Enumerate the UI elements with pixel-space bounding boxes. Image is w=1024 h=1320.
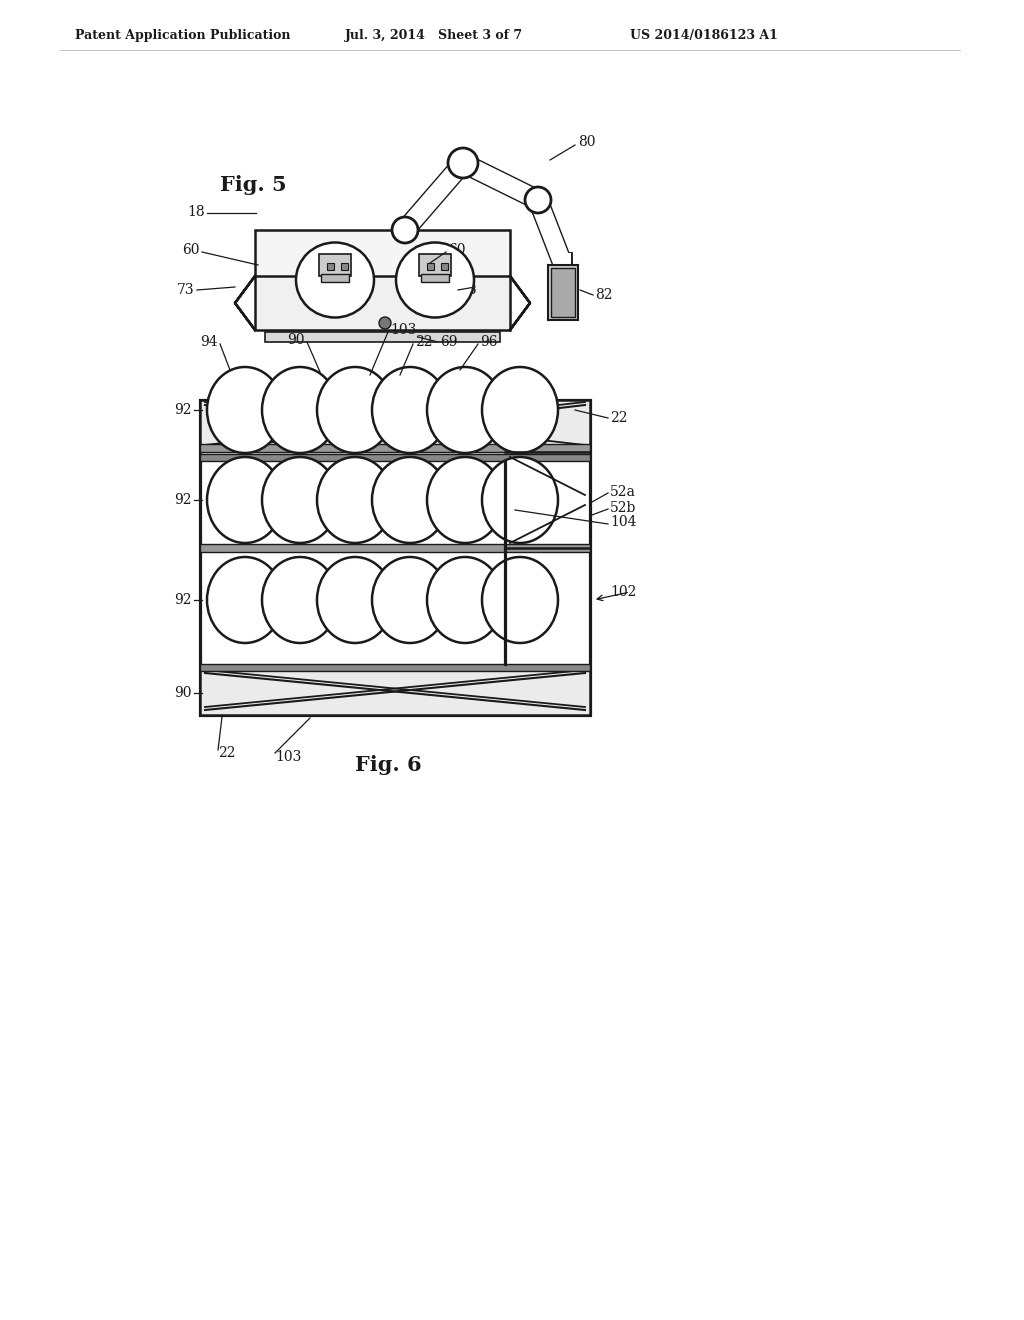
Ellipse shape	[296, 243, 374, 318]
Ellipse shape	[482, 457, 558, 543]
Text: 52b: 52b	[610, 502, 636, 515]
Bar	[319, 253, 351, 276]
Text: 96: 96	[480, 335, 498, 348]
Ellipse shape	[372, 367, 449, 453]
Bar	[200, 400, 590, 715]
Text: 60: 60	[449, 243, 466, 257]
Text: 22: 22	[610, 411, 628, 425]
Text: 103: 103	[275, 750, 301, 764]
Bar	[421, 275, 449, 282]
Ellipse shape	[207, 457, 283, 543]
Text: 73: 73	[177, 282, 195, 297]
Ellipse shape	[262, 557, 338, 643]
Circle shape	[392, 216, 418, 243]
Text: 92: 92	[174, 593, 193, 607]
Text: 18: 18	[187, 205, 205, 219]
Text: 90: 90	[174, 686, 193, 700]
Ellipse shape	[317, 557, 393, 643]
Bar	[548, 265, 578, 319]
Text: 22: 22	[218, 746, 236, 760]
Bar	[200, 444, 590, 451]
Circle shape	[449, 148, 478, 178]
Ellipse shape	[396, 243, 474, 318]
Bar	[441, 263, 449, 271]
Text: 73: 73	[460, 282, 477, 297]
Ellipse shape	[262, 367, 338, 453]
Ellipse shape	[372, 557, 449, 643]
Bar	[200, 664, 590, 671]
Text: 80: 80	[578, 135, 596, 149]
Text: 90: 90	[288, 333, 305, 347]
Ellipse shape	[262, 457, 338, 543]
Bar	[200, 544, 590, 552]
Circle shape	[379, 317, 391, 329]
Bar	[551, 268, 575, 317]
Ellipse shape	[427, 557, 503, 643]
Bar	[321, 275, 349, 282]
Bar	[419, 253, 451, 276]
Ellipse shape	[207, 367, 283, 453]
Ellipse shape	[207, 557, 283, 643]
Text: 60: 60	[182, 243, 200, 257]
Circle shape	[525, 187, 551, 213]
Ellipse shape	[372, 457, 449, 543]
Bar	[327, 263, 334, 271]
Text: Fig. 6: Fig. 6	[355, 755, 422, 775]
Text: 104: 104	[610, 515, 637, 529]
Ellipse shape	[482, 557, 558, 643]
Bar	[255, 230, 510, 279]
Text: 102: 102	[610, 585, 636, 599]
Text: 82: 82	[595, 288, 612, 302]
Text: Patent Application Publication: Patent Application Publication	[75, 29, 291, 41]
Ellipse shape	[317, 457, 393, 543]
Ellipse shape	[427, 367, 503, 453]
Bar	[265, 333, 500, 342]
Text: 94: 94	[201, 335, 218, 348]
Bar	[200, 454, 590, 461]
Text: 52a: 52a	[610, 484, 636, 499]
Bar	[200, 400, 590, 455]
Bar	[341, 263, 348, 271]
Ellipse shape	[482, 367, 558, 453]
Bar	[200, 671, 590, 715]
Text: US 2014/0186123 A1: US 2014/0186123 A1	[630, 29, 778, 41]
Bar	[427, 263, 434, 271]
Text: 69: 69	[440, 335, 458, 348]
Text: 92: 92	[174, 492, 193, 507]
Text: Fig. 5: Fig. 5	[220, 176, 287, 195]
Bar	[255, 276, 510, 330]
Text: Jul. 3, 2014   Sheet 3 of 7: Jul. 3, 2014 Sheet 3 of 7	[345, 29, 523, 41]
Text: 103: 103	[390, 323, 417, 337]
Ellipse shape	[317, 367, 393, 453]
Ellipse shape	[427, 457, 503, 543]
Text: 92: 92	[174, 403, 193, 417]
Text: 22: 22	[415, 335, 432, 348]
